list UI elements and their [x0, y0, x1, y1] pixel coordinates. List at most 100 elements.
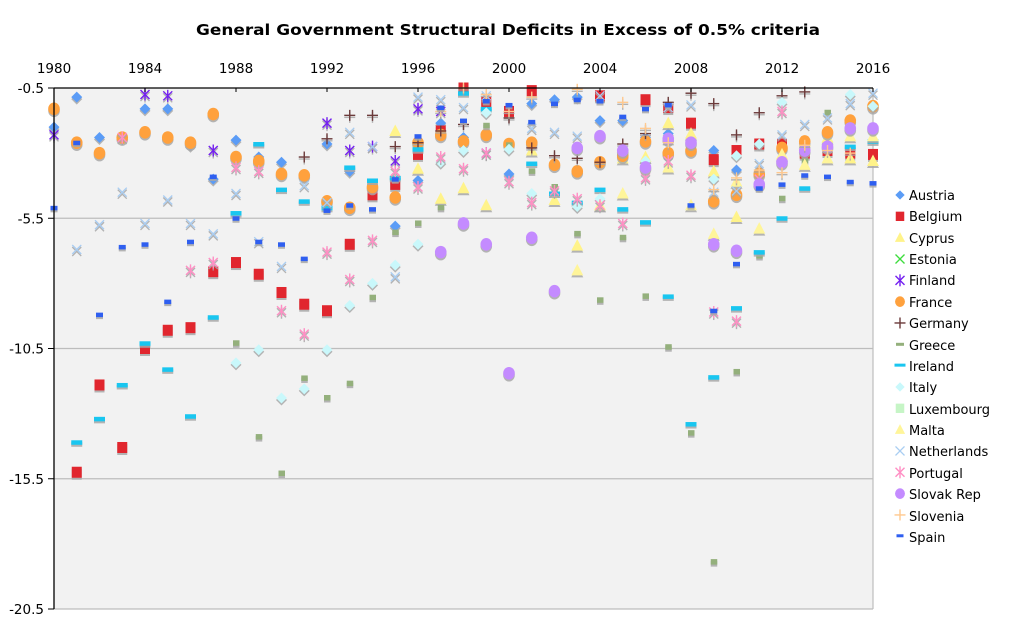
y-tick-label: -0.5 — [18, 81, 44, 97]
legend-markers — [894, 190, 906, 538]
point-portugal-2005 — [617, 217, 628, 232]
marker-stroke — [777, 131, 787, 142]
marker-shape — [298, 151, 310, 163]
point-spain-1981 — [73, 140, 81, 148]
point-austria-1985 — [162, 103, 174, 117]
marker-shape — [572, 131, 583, 142]
point-france-1989 — [252, 154, 265, 170]
marker-shape — [730, 244, 743, 258]
marker-shape — [164, 299, 172, 305]
point-netherlands-2003 — [572, 131, 583, 144]
legend-marker-symbol — [895, 446, 905, 456]
point-spain-2002 — [551, 101, 558, 109]
marker-shape — [412, 162, 424, 174]
point-ireland-2012 — [776, 216, 788, 223]
point-greece-2005 — [619, 234, 627, 243]
legend-marker-portugal — [895, 466, 905, 479]
marker-shape — [369, 207, 376, 212]
point-germany-2010 — [731, 129, 742, 143]
marker-shape — [822, 145, 833, 157]
point-spain-2009 — [710, 308, 718, 316]
marker-shape — [412, 174, 424, 186]
marker-shape — [390, 165, 401, 178]
y-tick-label: -20.5 — [9, 602, 44, 618]
point-greece-1993 — [346, 380, 354, 389]
marker-shape — [322, 117, 332, 130]
marker-shape — [895, 211, 905, 222]
point-germany-2009 — [708, 98, 720, 112]
x-tick-label: 1980 — [37, 61, 71, 77]
point-slovak-rep-2003 — [571, 141, 584, 157]
legend-marker-spain — [896, 534, 904, 538]
marker-shape — [708, 375, 720, 380]
point-spain-1985 — [164, 299, 172, 307]
point-slovak-rep-2010 — [730, 244, 743, 260]
marker-shape — [346, 380, 354, 387]
point-slovenia-2005 — [617, 96, 629, 110]
marker-shape — [321, 133, 333, 145]
marker-shape — [344, 273, 355, 286]
legend-label-luxembourg: Luxembourg — [909, 403, 990, 418]
marker-shape — [708, 154, 719, 166]
point-greece-1990 — [278, 470, 285, 479]
marker-shape — [413, 92, 423, 103]
point-cyprus-1998 — [457, 181, 470, 196]
point-italy-1991 — [298, 383, 310, 397]
point-spain-1993 — [346, 203, 354, 210]
marker-shape — [322, 246, 332, 259]
marker-shape — [117, 131, 128, 144]
marker-shadow — [822, 114, 833, 125]
point-slovak-rep-1999 — [480, 238, 493, 253]
point-netherlands-1987 — [208, 228, 219, 241]
point-austria-1981 — [71, 91, 83, 105]
marker-shape — [482, 99, 490, 104]
marker-shape — [230, 150, 242, 164]
marker-shape — [344, 238, 355, 250]
chart-title: General Government Structural Deficits i… — [196, 21, 820, 39]
marker-shape — [94, 416, 105, 422]
marker-shape — [640, 122, 651, 134]
marker-shape — [480, 198, 493, 211]
marker-stroke — [322, 199, 332, 210]
point-greece-2003 — [574, 230, 581, 239]
point-germany-1993 — [344, 109, 356, 123]
marker-shape — [209, 174, 217, 180]
marker-shape — [276, 304, 287, 317]
point-ireland-2001 — [526, 161, 538, 169]
marker-shape — [708, 184, 720, 196]
point-belgium-1984 — [140, 343, 150, 356]
point-slovenia-2006 — [640, 122, 651, 136]
marker-stroke — [94, 219, 105, 230]
point-slovak-rep-2000 — [503, 366, 515, 382]
point-france-1986 — [184, 136, 197, 152]
marker-shadow — [799, 121, 810, 132]
marker-shape — [662, 294, 674, 299]
point-finland-1985 — [162, 89, 173, 104]
marker-shape — [298, 383, 310, 395]
point-ireland-1982 — [94, 416, 105, 424]
point-malta-2003 — [571, 263, 584, 278]
point-slovak-rep-2015 — [844, 122, 857, 137]
marker-shape — [503, 143, 515, 155]
marker-stroke — [686, 99, 696, 110]
point-france-1982 — [93, 146, 106, 162]
marker-shape — [457, 135, 470, 148]
marker-shape — [595, 199, 605, 212]
point-netherlands-1993 — [344, 127, 355, 140]
point-ireland-2013 — [799, 186, 811, 193]
marker-shape — [252, 154, 265, 168]
marker-shape — [367, 109, 378, 121]
marker-shape — [412, 147, 424, 152]
point-spain-1982 — [96, 312, 103, 320]
point-spain-2011 — [755, 186, 763, 193]
point-spain-2010 — [733, 261, 740, 269]
point-portugal-1995 — [390, 165, 401, 180]
marker-shape — [707, 164, 720, 177]
point-austria-1988 — [230, 134, 242, 148]
marker-shape — [867, 154, 879, 166]
marker-shape — [162, 89, 173, 102]
marker-shape — [549, 184, 560, 197]
marker-shape — [707, 238, 720, 251]
marker-shape — [549, 127, 560, 138]
legend-marker-symbol — [896, 342, 904, 346]
